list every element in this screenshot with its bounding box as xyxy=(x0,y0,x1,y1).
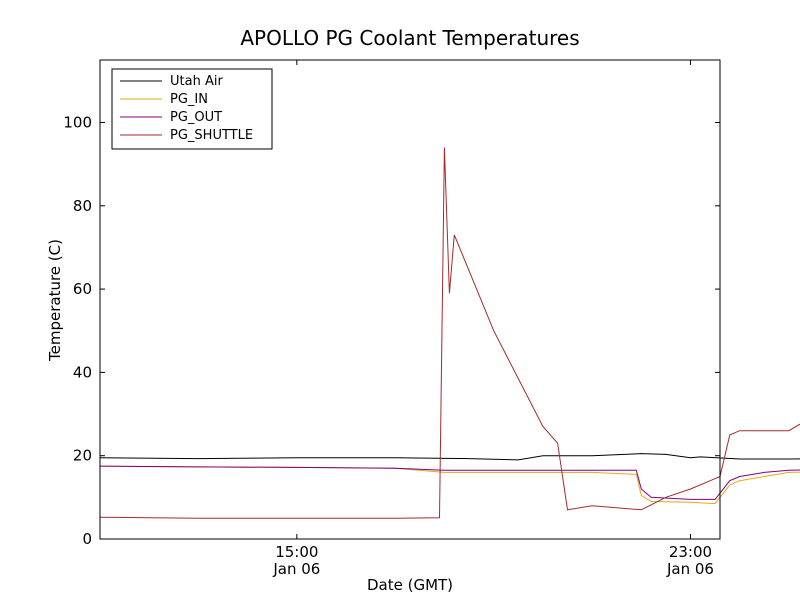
series-line-pg-out xyxy=(99,465,800,500)
y-tick-label: 80 xyxy=(73,197,92,215)
chart-title: APOLLO PG Coolant Temperatures xyxy=(240,26,579,50)
x-tick-label-date: Jan 06 xyxy=(666,560,714,578)
series-line-pg-in xyxy=(99,465,800,505)
plot-frame xyxy=(99,59,721,540)
y-tick-label: 20 xyxy=(73,447,92,465)
y-tick-label: 0 xyxy=(82,530,92,548)
series-line-utah-air xyxy=(99,453,800,461)
legend-label: PG_IN xyxy=(170,92,208,107)
legend-label: Utah Air xyxy=(170,74,223,89)
legend: Utah Air PG_IN PG_OUT PG_SHUTTLE xyxy=(111,68,273,150)
series-layer xyxy=(99,147,800,519)
series-line-pg-shuttle xyxy=(99,147,800,519)
y-tick-label: 40 xyxy=(73,363,92,381)
legend-label: PG_OUT xyxy=(170,110,222,125)
x-tick-label-date: Jan 06 xyxy=(272,560,320,578)
legend-box xyxy=(111,68,273,150)
x-axis-label: Date (GMT) xyxy=(367,576,453,594)
y-tick-label: 100 xyxy=(63,113,92,131)
x-tick-label-time: 23:00 xyxy=(669,543,712,561)
x-tick-label-time: 15:00 xyxy=(275,543,318,561)
y-tick-label: 60 xyxy=(73,280,92,298)
y-axis-label: Temperature (C) xyxy=(46,239,64,362)
legend-label: PG_SHUTTLE xyxy=(170,128,253,143)
